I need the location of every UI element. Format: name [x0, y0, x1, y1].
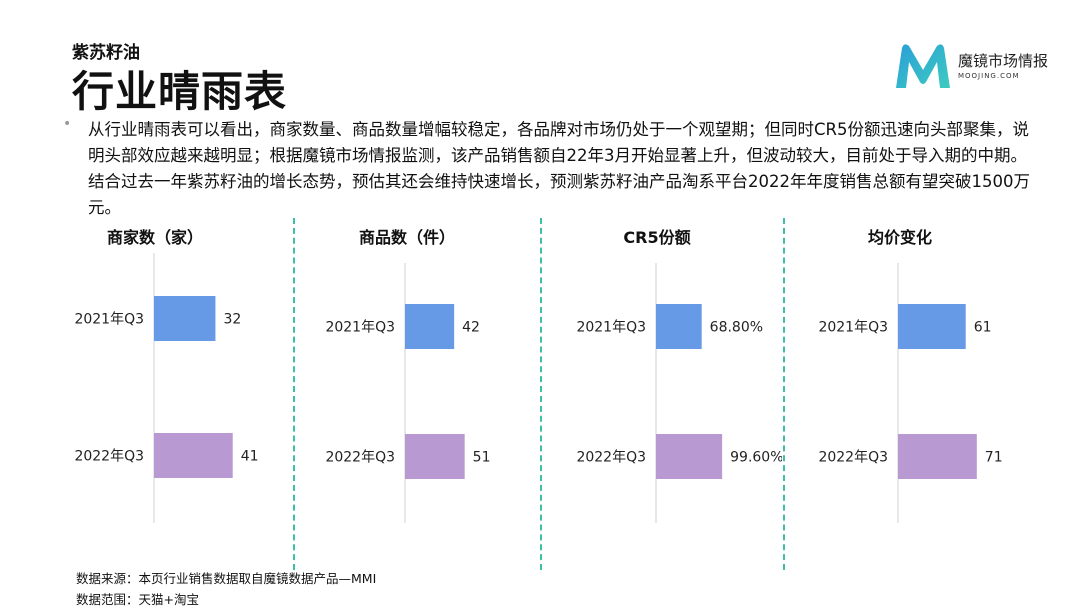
divider-1 [293, 218, 295, 570]
chart-panel-2: 商品数（件） 2021年Q3 42 2022年Q3 51 [282, 218, 532, 528]
chart-title: CR5份额 [623, 228, 691, 247]
logo-url: MOOJING.COM [958, 72, 1020, 80]
data-label: 32 [223, 312, 241, 328]
category-label: 2022年Q3 [74, 449, 144, 465]
description-text: 从行业晴雨表可以看出，商家数量、商品数量增幅较稳定，各品牌对市场仍处于一个观望期… [88, 120, 1030, 217]
category-label: 2022年Q3 [818, 450, 888, 466]
data-label: 51 [473, 450, 491, 466]
bar-2022 [154, 433, 233, 478]
chart-panel-1: 商家数（家） 2021年Q3 32 2022年Q3 41 [30, 218, 280, 528]
bullet-dot: • [63, 116, 72, 132]
page-subtitle: 紫苏籽油 [72, 43, 140, 63]
bar-2022 [405, 434, 465, 479]
chart-title: 均价变化 [867, 228, 932, 247]
logo-m-icon [896, 44, 950, 88]
footer-scope: 数据范围：天猫+淘宝 [76, 592, 199, 607]
bar-2021 [154, 296, 216, 341]
category-label: 2022年Q3 [576, 450, 646, 466]
category-label: 2021年Q3 [576, 320, 646, 336]
bar-chart: 2021年Q3 68.80% 2022年Q3 99.60% [576, 263, 782, 523]
bar-2021 [656, 304, 702, 349]
data-label: 41 [241, 449, 259, 465]
chart-panel-4: 均价变化 2021年Q3 61 2022年Q3 71 [775, 218, 1025, 528]
bar-chart: 2021年Q3 32 2022年Q3 41 [74, 253, 259, 523]
divider-2 [540, 218, 542, 570]
data-label: 61 [974, 320, 992, 336]
bar-2022 [898, 434, 977, 479]
bar-chart: 2021年Q3 42 2022年Q3 51 [325, 263, 491, 523]
data-label: 71 [985, 450, 1003, 466]
chart-title: 商家数（家） [106, 228, 203, 247]
category-label: 2021年Q3 [325, 320, 395, 336]
moojing-logo: 魔镜市场情报 MOOJING.COM [892, 40, 1062, 92]
logo-name: 魔镜市场情报 [958, 52, 1049, 70]
category-label: 2021年Q3 [818, 320, 888, 336]
chart-panel-3: CR5份额 2021年Q3 68.80% 2022年Q3 99.60% [532, 218, 782, 528]
bar-2022 [656, 434, 723, 479]
chart-title: 商品数（件） [358, 228, 455, 247]
category-label: 2021年Q3 [74, 312, 144, 328]
divider-3 [783, 218, 785, 570]
category-label: 2022年Q3 [325, 450, 395, 466]
page-title: 行业晴雨表 [72, 67, 288, 116]
footer-source: 数据来源：本页行业销售数据取自魔镜数据产品—MMI [76, 571, 377, 586]
data-label: 68.80% [710, 320, 763, 336]
bar-2021 [898, 304, 966, 349]
bar-2021 [405, 304, 455, 349]
data-label: 99.60% [730, 450, 782, 466]
bar-chart: 2021年Q3 61 2022年Q3 71 [818, 263, 1003, 523]
data-label: 42 [462, 320, 480, 336]
